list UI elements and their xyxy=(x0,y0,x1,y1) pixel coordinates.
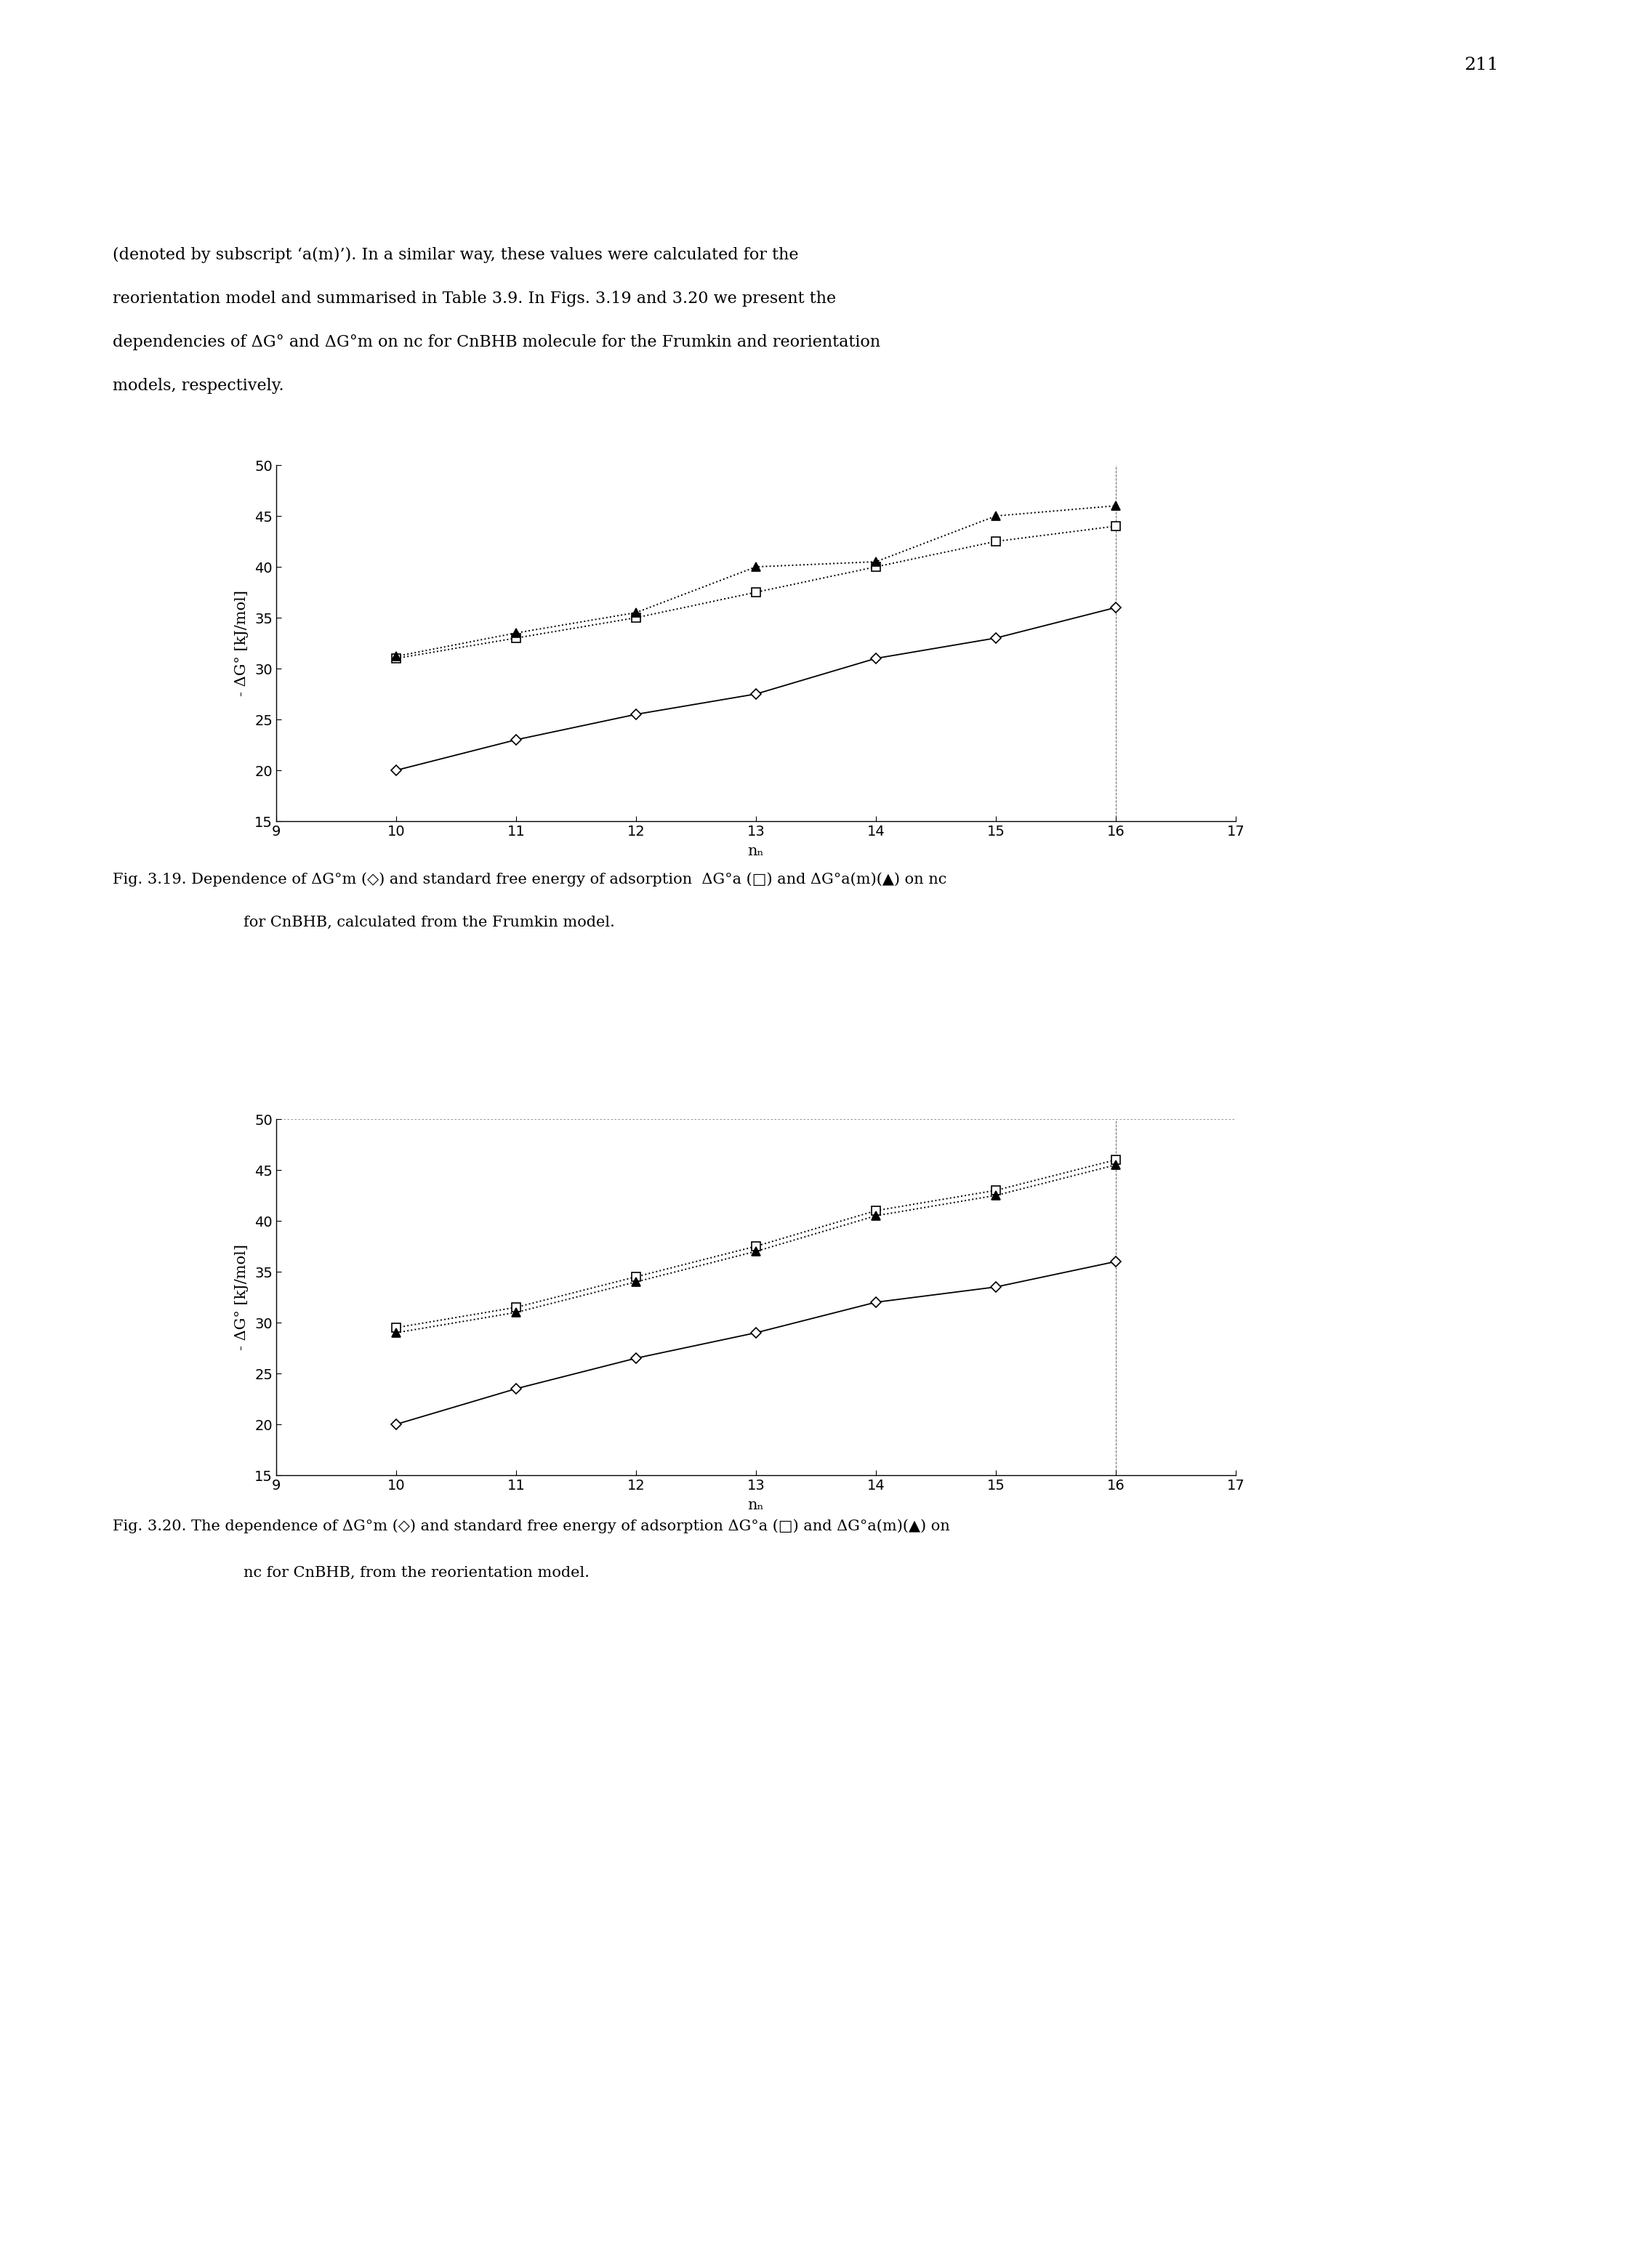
Y-axis label: - ΔG° [kJ/mol]: - ΔG° [kJ/mol] xyxy=(234,590,249,696)
Text: Fig. 3.19. Dependence of ΔG°m (◇) and standard free energy of adsorption  ΔG°a (: Fig. 3.19. Dependence of ΔG°m (◇) and st… xyxy=(113,871,946,887)
X-axis label: nₙ: nₙ xyxy=(748,1499,764,1513)
Text: models, respectively.: models, respectively. xyxy=(113,379,283,395)
Text: nc for CnBHB, from the reorientation model.: nc for CnBHB, from the reorientation mod… xyxy=(244,1565,589,1581)
Text: 211: 211 xyxy=(1463,57,1499,73)
Text: (denoted by subscript ‘a(m)’). In a similar way, these values were calculated fo: (denoted by subscript ‘a(m)’). In a simi… xyxy=(113,247,799,263)
Y-axis label: - ΔG° [kJ/mol]: - ΔG° [kJ/mol] xyxy=(234,1245,249,1349)
X-axis label: nₙ: nₙ xyxy=(748,844,764,857)
Text: for CnBHB, calculated from the Frumkin model.: for CnBHB, calculated from the Frumkin m… xyxy=(244,916,616,930)
Text: dependencies of ΔG° and ΔG°m on nc for CnBHB molecule for the Frumkin and reorie: dependencies of ΔG° and ΔG°m on nc for C… xyxy=(113,333,881,349)
Text: reorientation model and summarised in Table 3.9. In Figs. 3.19 and 3.20 we prese: reorientation model and summarised in Ta… xyxy=(113,290,837,306)
Text: Fig. 3.20. The dependence of ΔG°m (◇) and standard free energy of adsorption ΔG°: Fig. 3.20. The dependence of ΔG°m (◇) an… xyxy=(113,1520,949,1533)
